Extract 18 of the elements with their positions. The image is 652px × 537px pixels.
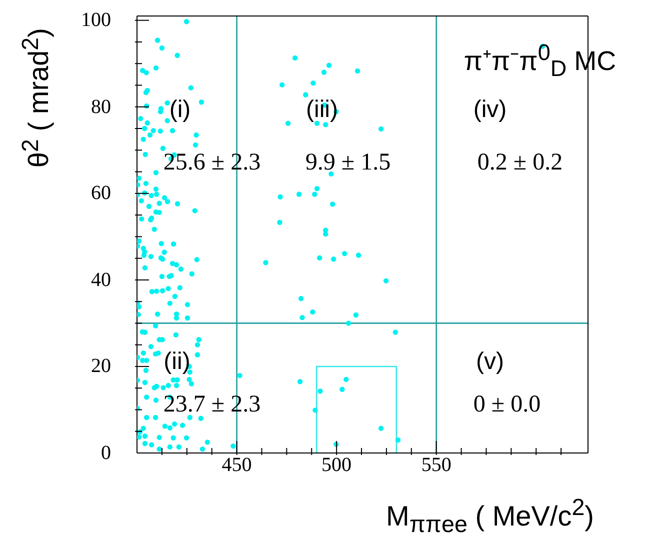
annotation: (iii) (306, 96, 338, 124)
y-tick-label: 0 (101, 442, 111, 464)
x-axis-title: M$_{ππee}$ ( MeV/c$^{2}$) (386, 494, 594, 537)
y-tick-label: 60 (91, 182, 111, 204)
y-tick-label: 100 (81, 9, 111, 32)
x-tick-label: 550 (421, 454, 452, 476)
annotation: (iv) (473, 96, 507, 124)
annotation: 0.2 ± 0.2 (477, 150, 563, 176)
y-tick-label: 80 (91, 96, 111, 118)
annotation: (i) (169, 96, 191, 124)
y-tick-label: 40 (91, 268, 111, 291)
x-tick-label: 450 (222, 454, 252, 476)
annotation: 9.9 ± 1.5 (305, 150, 391, 176)
annotation: (ii) (164, 348, 190, 376)
y-tick-label: 20 (91, 355, 111, 378)
x-tick-label: 500 (322, 454, 352, 476)
annotation: (v) (476, 348, 504, 376)
annotation: 0 ± 0.0 (473, 392, 541, 418)
